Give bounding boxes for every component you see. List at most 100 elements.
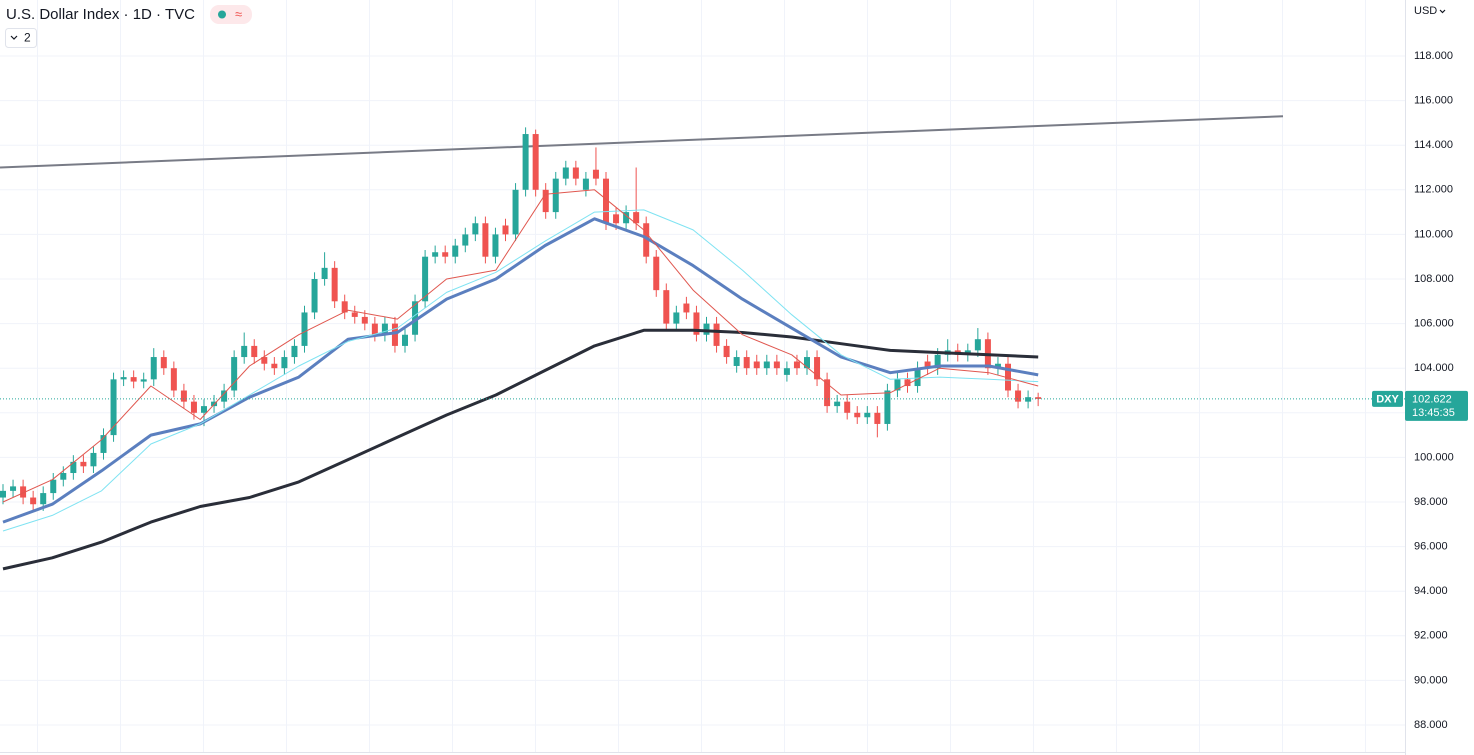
last-price: DXY 102.622 13:45:35 bbox=[0, 390, 1468, 421]
candle-body bbox=[562, 167, 569, 179]
y-tick-label: 118.000 bbox=[1414, 50, 1453, 62]
candle-body bbox=[924, 361, 931, 369]
candle-body bbox=[381, 323, 388, 335]
candle-body bbox=[231, 357, 238, 391]
candle-body bbox=[100, 435, 107, 453]
price-axis: 88.000 90.000 92.000 94.000 96.000 98.000 100.… bbox=[1414, 50, 1454, 731]
y-tick-label: 100.000 bbox=[1414, 451, 1454, 463]
candle-body bbox=[894, 379, 901, 391]
candle-body bbox=[301, 312, 308, 346]
candle-body bbox=[412, 301, 419, 335]
candle-body bbox=[432, 252, 439, 257]
y-tick-label: 110.000 bbox=[1414, 228, 1453, 240]
candle-body bbox=[281, 357, 288, 369]
y-tick-label: 106.000 bbox=[1414, 318, 1454, 330]
candle-body bbox=[40, 493, 47, 505]
candle-body bbox=[150, 357, 157, 380]
candle-body bbox=[804, 357, 810, 369]
candle-body bbox=[341, 301, 348, 313]
trendline bbox=[0, 115, 1284, 169]
candle-body bbox=[854, 412, 861, 418]
candle-body bbox=[110, 379, 117, 436]
candle-body bbox=[90, 452, 97, 467]
candle-body bbox=[683, 303, 690, 313]
candle-body bbox=[201, 406, 207, 413]
candle-body bbox=[20, 486, 27, 498]
countdown-label: 13:45:35 bbox=[1412, 407, 1455, 419]
candle-body bbox=[70, 461, 77, 474]
candle-body bbox=[653, 256, 660, 291]
indicator-toggle[interactable]: 2 bbox=[5, 28, 37, 48]
candle-body bbox=[361, 316, 368, 324]
candle-body bbox=[160, 357, 167, 369]
y-tick-label: 112.000 bbox=[1414, 184, 1453, 196]
candle-body bbox=[1035, 397, 1042, 399]
candle-body bbox=[170, 368, 177, 391]
candle-body bbox=[994, 363, 1001, 369]
candle-body bbox=[80, 461, 87, 467]
moving-average bbox=[2, 217, 1039, 524]
candle-body bbox=[50, 479, 57, 494]
candle-body bbox=[864, 412, 871, 418]
candle-body bbox=[492, 234, 499, 257]
candle-body bbox=[693, 312, 700, 335]
candle-body bbox=[793, 361, 800, 369]
candle-body bbox=[190, 401, 197, 413]
candle-body bbox=[130, 377, 137, 382]
candle-body bbox=[552, 178, 559, 213]
candle-body bbox=[703, 323, 710, 335]
candle-body bbox=[241, 345, 248, 358]
grid bbox=[0, 0, 1405, 752]
candle-body bbox=[934, 354, 941, 369]
candle-body bbox=[1005, 363, 1011, 391]
candle-body bbox=[643, 223, 650, 257]
currency-menu[interactable]: USD bbox=[1414, 5, 1446, 17]
moving-average bbox=[2, 209, 1039, 532]
candle-body bbox=[402, 334, 408, 346]
y-tick-label: 98.000 bbox=[1414, 496, 1448, 508]
y-tick-label: 104.000 bbox=[1414, 362, 1454, 374]
candle-body bbox=[733, 357, 740, 366]
currency-label[interactable]: USD bbox=[1414, 5, 1437, 17]
candle-body bbox=[834, 401, 841, 407]
candle-body bbox=[1015, 390, 1022, 402]
candle-body bbox=[623, 212, 630, 224]
y-tick-label: 96.000 bbox=[1414, 541, 1448, 553]
candle-body bbox=[180, 390, 187, 402]
candle-body bbox=[30, 497, 37, 505]
candle-body bbox=[603, 178, 609, 224]
candle-body bbox=[60, 473, 67, 480]
candle-body bbox=[261, 357, 268, 364]
candle-body bbox=[633, 212, 640, 224]
price-box bbox=[1405, 390, 1468, 421]
candle-body bbox=[582, 178, 589, 190]
chevron bbox=[1439, 9, 1446, 14]
candle-body bbox=[884, 390, 891, 424]
candle-body bbox=[331, 267, 338, 302]
toggle-box[interactable] bbox=[5, 28, 37, 48]
candle-body bbox=[874, 412, 881, 424]
indicator-count: 2 bbox=[24, 31, 31, 45]
candle-body bbox=[371, 323, 378, 335]
moving-average bbox=[2, 328, 1039, 571]
last-price-label: 102.622 bbox=[1412, 393, 1452, 405]
candle-body bbox=[291, 345, 298, 358]
y-tick-label: 88.000 bbox=[1414, 719, 1448, 731]
candle-body bbox=[673, 312, 680, 324]
candle-body bbox=[271, 363, 278, 369]
moving-average bbox=[2, 189, 1039, 503]
candle-body bbox=[251, 345, 258, 358]
y-tick-label: 114.000 bbox=[1414, 139, 1453, 151]
symbol-label: DXY bbox=[1376, 393, 1399, 405]
candle-body bbox=[221, 390, 228, 402]
y-tick-label: 90.000 bbox=[1414, 674, 1448, 686]
candle-body bbox=[452, 245, 459, 257]
candle-body bbox=[532, 134, 539, 190]
candle-body bbox=[1025, 397, 1032, 402]
candle-body bbox=[321, 267, 328, 279]
candle-body bbox=[462, 234, 469, 246]
candle-body bbox=[753, 361, 760, 369]
candle-body bbox=[512, 189, 519, 235]
